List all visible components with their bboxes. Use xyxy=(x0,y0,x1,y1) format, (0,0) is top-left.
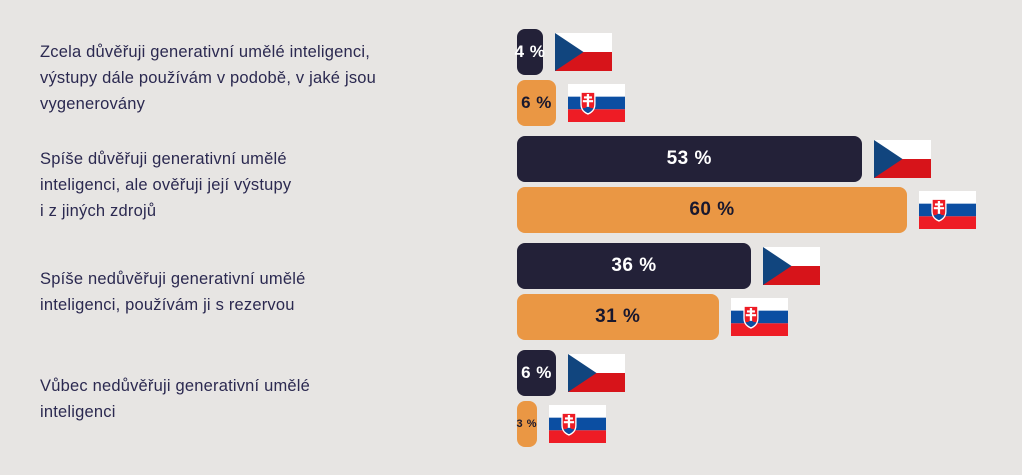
bar-value-label: 6 % xyxy=(521,363,552,382)
bar-value-label: 4 % xyxy=(514,42,546,61)
czech-flag-icon xyxy=(763,247,820,285)
bar-row-slovak: 60 % xyxy=(517,187,976,233)
bar-value-label: 31 % xyxy=(595,306,641,327)
czech-bar: 4 % xyxy=(514,29,546,75)
bar-row-slovak: 31 % xyxy=(517,294,820,340)
czech-flag-icon xyxy=(873,140,931,178)
bar-row-slovak: 3 % xyxy=(517,401,625,447)
category-label-line: Zcela důvěřuji generativní umělé intelig… xyxy=(40,42,371,61)
bar-row-czech: 4 % xyxy=(514,29,625,75)
slovak-flag-icon xyxy=(730,298,788,336)
category-label-line: výstupy dále používám v podobě, v jaké j… xyxy=(40,68,377,87)
slovak-bar: 6 % xyxy=(517,80,556,126)
bar-value-label: 6 % xyxy=(521,93,552,112)
category-label-line: Spíše důvěřuji generativní umělé xyxy=(40,149,287,168)
slovak-bar: 31 % xyxy=(517,294,719,340)
category-label-line: inteligenci xyxy=(40,402,116,421)
slovak-bar: 3 % xyxy=(517,401,537,447)
slovak-flag-icon xyxy=(919,191,976,229)
bar-pair: 53 % 60 % xyxy=(517,136,976,233)
czech-flag-icon xyxy=(568,354,625,392)
bar-row-czech: 6 % xyxy=(517,350,625,396)
chart-group-row: Spíše důvěřuji generativní umělé intelige… xyxy=(0,136,1022,233)
bar-value-label: 60 % xyxy=(689,199,735,220)
category-label: Spíše nedůvěřuji generativní umělé inteli… xyxy=(0,266,517,318)
category-label-line: inteligenci, používám ji s rezervou xyxy=(40,295,295,314)
bar-value-label: 3 % xyxy=(516,418,537,430)
chart-group-row: Spíše nedůvěřuji generativní umělé inteli… xyxy=(0,243,1022,340)
czech-bar: 6 % xyxy=(517,350,556,396)
category-label-line: Vůbec nedůvěřuji generativní umělé xyxy=(40,376,311,395)
chart-group-row: Vůbec nedůvěřuji generativní umělé inteli… xyxy=(0,350,1022,447)
slovak-bar: 60 % xyxy=(517,187,907,233)
category-label-line: i z jiných zdrojů xyxy=(40,201,157,220)
czech-bar: 53 % xyxy=(517,136,862,182)
category-label-line: vygenerovány xyxy=(40,94,146,113)
bar-pair: 36 % 31 % xyxy=(517,243,820,340)
category-label-line: inteligenci, ale ověřuji její výstupy xyxy=(40,175,292,194)
category-label: Vůbec nedůvěřuji generativní umělé inteli… xyxy=(0,373,517,425)
bar-row-czech: 53 % xyxy=(517,136,976,182)
czech-flag-icon xyxy=(555,33,612,71)
bar-value-label: 53 % xyxy=(666,148,712,169)
category-label-line: Spíše nedůvěřuji generativní umělé xyxy=(40,269,306,288)
bar-row-slovak: 6 % xyxy=(517,80,625,126)
bar-pair: 4 % 6 % xyxy=(514,29,625,126)
chart-group-row: Zcela důvěřuji generativní umělé intelig… xyxy=(0,29,1022,126)
chart-groups: Zcela důvěřuji generativní umělé intelig… xyxy=(0,29,1022,447)
category-label: Spíše důvěřuji generativní umělé intelige… xyxy=(0,146,517,224)
bar-pair: 6 % 3 % xyxy=(517,350,625,447)
bar-row-czech: 36 % xyxy=(517,243,820,289)
slovak-flag-icon xyxy=(568,84,625,122)
slovak-flag-icon xyxy=(548,405,606,443)
czech-bar: 36 % xyxy=(517,243,751,289)
category-label: Zcela důvěřuji generativní umělé intelig… xyxy=(0,39,517,117)
bar-value-label: 36 % xyxy=(611,255,657,276)
